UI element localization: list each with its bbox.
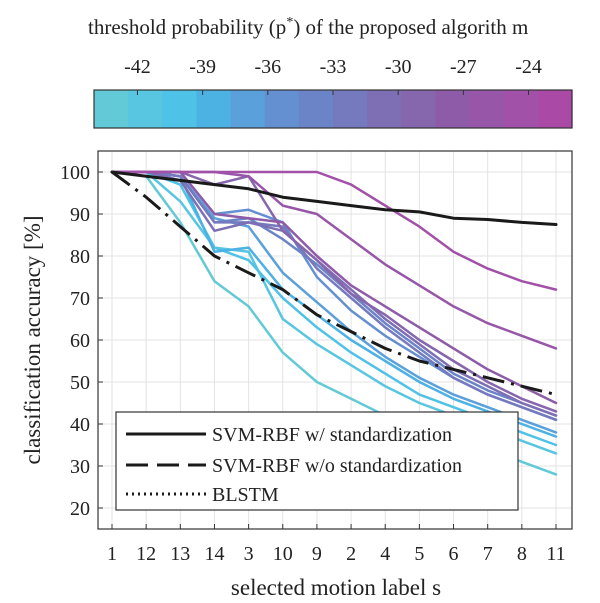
colorbar-cell	[333, 90, 368, 128]
colorbar-cell	[537, 90, 573, 128]
colorbar-tick-label: -39	[189, 56, 216, 78]
legend: SVM-RBF w/ standardization SVM-RBF w/o s…	[115, 411, 519, 511]
x-tick-label: 8	[517, 543, 527, 565]
colorbar-cell	[94, 90, 129, 128]
x-tick-label: 10	[273, 543, 293, 565]
colorbar-cell	[264, 90, 300, 128]
x-tick-label: 5	[414, 543, 424, 565]
x-tick-labels: 1 12 13 14 3 10 9 2 4 5 6 7 8 11	[107, 524, 566, 565]
colorbar-cell	[162, 90, 198, 128]
series-line-threshold-9	[110, 170, 558, 422]
x-tick-label: 1	[107, 543, 117, 565]
series-line-threshold-10	[110, 170, 558, 417]
colorbar-cell	[196, 90, 232, 128]
x-tick-label: 14	[204, 543, 224, 565]
y-tick-label: 30	[70, 456, 90, 478]
y-tick-label: 50	[70, 372, 90, 394]
series-line-threshold-6	[110, 170, 558, 434]
x-tick-label: 4	[380, 543, 390, 565]
colorbar-cell	[503, 90, 539, 128]
series-layer	[110, 170, 558, 476]
colorbar-tick-label: -36	[254, 56, 281, 78]
x-tick-label: 2	[346, 543, 356, 565]
colorbar-cell	[469, 90, 505, 128]
series-line-threshold-12	[110, 170, 558, 405]
colorbar-cell	[401, 90, 437, 128]
colorbar	[93, 89, 573, 129]
series-line-svm-rbf-w-standardization	[110, 170, 558, 226]
series-line-threshold-5	[110, 170, 558, 438]
y-axis-label: classification accuracy [%]	[20, 215, 45, 464]
x-tick-label: 7	[483, 543, 493, 565]
colorbar-cell	[298, 90, 334, 128]
y-tick-label: 100	[60, 162, 90, 184]
series-line-threshold-14	[110, 170, 558, 291]
y-tick-label: 60	[70, 330, 90, 352]
x-tick-label: 6	[449, 543, 459, 565]
y-tick-label: 90	[70, 204, 90, 226]
series-line-svm-rbf-wo-standardization	[111, 170, 557, 397]
colorbar-tick-label: -24	[515, 56, 542, 78]
colorbar-cell	[128, 90, 163, 128]
y-tick-label: 80	[70, 246, 90, 268]
x-axis-label: selected motion label s	[231, 575, 441, 600]
colorbar-tick-label: -33	[320, 56, 347, 78]
colorbar-title: threshold probability (p*) of the propos…	[88, 15, 528, 39]
legend-label-dashdot: SVM-RBF w/o standardization	[212, 455, 462, 477]
legend-label-solid: SVM-RBF w/ standardization	[212, 424, 452, 446]
x-tick-label: 11	[546, 543, 565, 565]
x-tick-label: 9	[312, 543, 322, 565]
x-tick-label: 3	[244, 543, 254, 565]
x-tick-label: 13	[170, 543, 190, 565]
colorbar-cell	[435, 90, 471, 128]
y-tick-label: 20	[70, 498, 90, 520]
series-line-threshold-11	[110, 170, 558, 413]
colorbar-cell	[230, 90, 266, 128]
colorbar-title-tail: ) of the proposed algorith m	[293, 15, 528, 39]
legend-label-dotted: BLSTM	[212, 484, 279, 506]
colorbar-tick-label: -30	[385, 56, 412, 78]
legend-box	[115, 411, 519, 511]
colorbar-tick-label: -42	[124, 56, 151, 78]
colorbar-cell	[367, 90, 402, 128]
colorbar-title-superscript: *	[286, 15, 293, 30]
colorbar-tick-label: -27	[450, 56, 477, 78]
colorbar-title-main: threshold probability (p	[88, 15, 286, 39]
y-tick-label: 70	[70, 288, 90, 310]
y-tick-label: 40	[70, 414, 90, 436]
colorbar-tick-labels: -42 -39 -36 -33 -30 -27 -24	[124, 56, 542, 78]
x-tick-label: 12	[136, 543, 156, 565]
series-line-threshold-4	[110, 170, 558, 447]
y-tick-labels: 20 30 40 50 60 70 80 90 100	[60, 162, 103, 520]
